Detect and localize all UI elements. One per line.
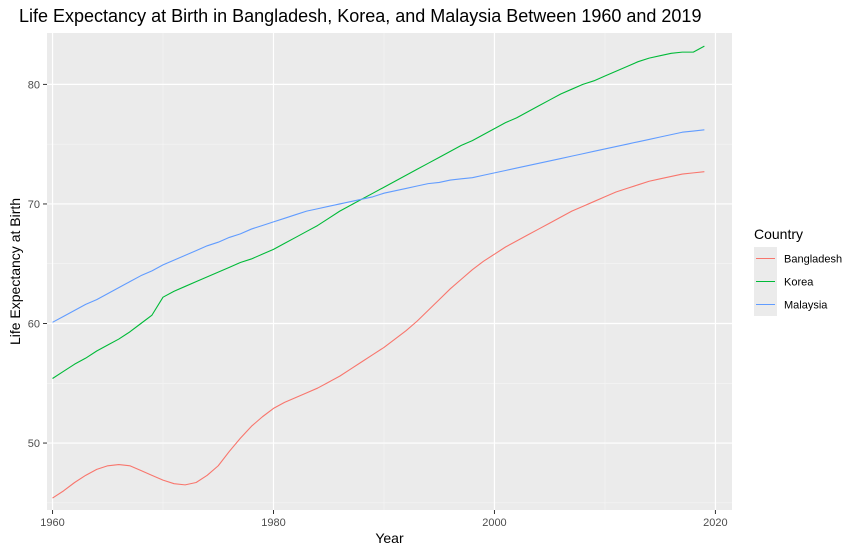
axis-ticks bbox=[43, 83, 716, 514]
legend-label: Korea bbox=[784, 277, 814, 289]
y-axis-title: Life Expectancy at Birth bbox=[7, 198, 23, 345]
legend: Country Bangladesh Korea Malaysia bbox=[754, 226, 842, 316]
series-line-korea bbox=[52, 45, 705, 379]
legend-title: Country bbox=[754, 226, 803, 242]
x-tick-label: 1980 bbox=[261, 517, 285, 529]
series-line-malaysia bbox=[52, 129, 705, 323]
legend-item-korea: Korea bbox=[754, 270, 814, 293]
x-tick-label: 2020 bbox=[703, 517, 727, 529]
major-gridlines bbox=[47, 33, 732, 510]
legend-label: Malaysia bbox=[784, 300, 828, 312]
axis-tick-labels: 1960 1980 2000 2020 50 60 70 80 bbox=[28, 79, 728, 529]
y-tick-label: 70 bbox=[28, 199, 40, 211]
plot-panel bbox=[47, 33, 732, 510]
minor-gridlines bbox=[47, 33, 732, 510]
legend-item-bangladesh: Bangladesh bbox=[754, 247, 842, 270]
series-line-bangladesh bbox=[52, 171, 705, 499]
legend-item-malaysia: Malaysia bbox=[754, 293, 828, 316]
x-axis-title: Year bbox=[375, 530, 404, 546]
y-tick-label: 80 bbox=[28, 79, 40, 91]
chart-title: Life Expectancy at Birth in Bangladesh, … bbox=[19, 6, 701, 26]
legend-label: Bangladesh bbox=[784, 254, 842, 266]
series-lines bbox=[52, 45, 705, 499]
y-tick-label: 60 bbox=[28, 319, 40, 331]
legend-items: Bangladesh Korea Malaysia bbox=[754, 247, 842, 316]
x-tick-label: 2000 bbox=[482, 517, 506, 529]
x-tick-label: 1960 bbox=[40, 517, 64, 529]
y-tick-label: 50 bbox=[28, 438, 40, 450]
